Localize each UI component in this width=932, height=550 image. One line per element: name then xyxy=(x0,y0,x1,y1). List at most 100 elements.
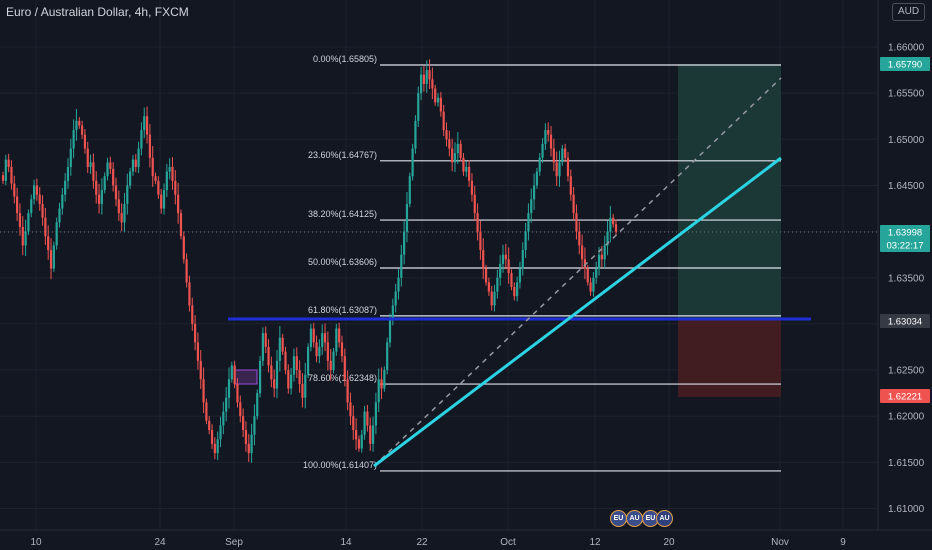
candle-body xyxy=(564,148,567,158)
candle-body xyxy=(244,430,248,444)
candle-body xyxy=(417,93,420,121)
candle-body xyxy=(371,425,375,444)
candle-body xyxy=(278,337,281,361)
events-row[interactable]: EU AU EU AU xyxy=(610,510,673,527)
candle-body xyxy=(504,254,507,260)
candle-body xyxy=(470,180,474,195)
flag-icon[interactable]: AU xyxy=(656,510,673,527)
candle-body xyxy=(216,439,219,454)
candle-body xyxy=(482,250,485,269)
candle-body xyxy=(273,379,276,389)
candle-body xyxy=(103,176,106,191)
candle-body xyxy=(448,139,451,149)
candle-body xyxy=(162,190,166,209)
candle-body xyxy=(468,166,471,181)
time-tick-label: 20 xyxy=(663,537,675,548)
candle-body xyxy=(445,130,448,140)
candle-body xyxy=(439,97,442,112)
candle-body xyxy=(386,342,389,371)
candle-body xyxy=(513,286,516,297)
candle-body xyxy=(318,346,321,357)
candle-body xyxy=(185,259,188,283)
grid xyxy=(0,0,878,530)
candle-body xyxy=(456,143,459,154)
candle-body xyxy=(143,116,146,131)
candle-body xyxy=(137,148,140,167)
candle-body xyxy=(612,217,615,225)
candle-body xyxy=(411,148,414,177)
candle-body xyxy=(61,194,64,209)
candle-body xyxy=(493,291,496,306)
candle-body xyxy=(4,159,7,181)
candle-body xyxy=(462,157,465,172)
candle-body xyxy=(168,166,171,172)
time-tick-label: 9 xyxy=(840,537,846,548)
candle-body xyxy=(134,159,137,167)
candle-body xyxy=(614,224,618,232)
candle-body xyxy=(431,79,434,89)
candle-body xyxy=(270,365,273,380)
candle-body xyxy=(465,166,468,172)
candle-body xyxy=(561,148,564,163)
candle-body xyxy=(524,231,527,251)
candle-body xyxy=(400,254,403,278)
fib-level-label: 23.60%(1.64767) xyxy=(308,150,377,160)
candle-body xyxy=(592,277,595,292)
candle-body xyxy=(49,250,53,269)
candle-body xyxy=(484,268,488,283)
candle-body xyxy=(569,176,572,195)
candle-body xyxy=(55,222,58,246)
candle-body xyxy=(284,351,287,371)
price-tick-label: 1.65000 xyxy=(888,135,925,146)
candle-body xyxy=(27,213,30,232)
flag-icon[interactable]: AU xyxy=(626,510,643,527)
currency-badge[interactable]: AUD xyxy=(892,3,925,21)
candle-body xyxy=(230,365,233,380)
candle-body xyxy=(72,130,75,149)
candle-body xyxy=(436,97,440,103)
candle-body xyxy=(80,125,84,135)
candle-body xyxy=(35,185,38,195)
candle-body xyxy=(521,250,524,269)
candle-body xyxy=(360,434,363,449)
candle-body xyxy=(225,397,228,412)
candle-body xyxy=(380,379,383,389)
candle-body xyxy=(58,208,61,223)
stop-loss-badge xyxy=(880,389,930,403)
time-axis: 10 24 Sep 14 22 Oct 12 20 Nov 9 xyxy=(0,529,932,548)
candle-body xyxy=(261,333,264,361)
candle-body xyxy=(126,185,129,204)
take-profit-zone xyxy=(678,64,781,319)
candle-body xyxy=(219,425,222,440)
candle-body xyxy=(242,416,245,431)
candle-body xyxy=(544,130,547,144)
candle-body xyxy=(267,346,270,366)
candle-body xyxy=(264,333,267,347)
flag-icon[interactable]: EU xyxy=(610,510,627,527)
candle-body xyxy=(453,153,457,163)
candle-body xyxy=(287,370,290,389)
candle-body xyxy=(109,162,112,169)
candle-body xyxy=(275,360,279,389)
candle-body xyxy=(64,180,67,195)
candle-body xyxy=(414,120,417,149)
candle-body xyxy=(408,176,411,204)
candle-body xyxy=(83,134,87,149)
candle-body xyxy=(541,143,544,158)
time-tick-label: 22 xyxy=(416,537,428,548)
candle-body xyxy=(236,383,239,403)
candle-body xyxy=(16,196,19,214)
candle-body xyxy=(97,194,101,204)
candle-body xyxy=(292,356,296,375)
candle-body xyxy=(38,194,41,204)
take-profit-badge-label: 1.65790 xyxy=(888,60,922,71)
candle-body xyxy=(394,291,397,306)
candle-body xyxy=(309,328,313,347)
time-tick-label: Sep xyxy=(225,537,243,548)
candle-body xyxy=(171,166,174,181)
fib-level-label: 38.20%(1.64125) xyxy=(308,209,377,219)
candle-body xyxy=(366,411,369,426)
candle-body xyxy=(247,443,250,454)
candle-body xyxy=(281,337,284,352)
